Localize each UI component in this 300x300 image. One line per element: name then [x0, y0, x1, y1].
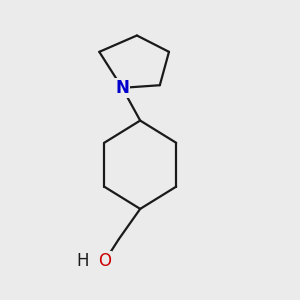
Text: H: H: [77, 252, 89, 270]
Text: O: O: [98, 252, 111, 270]
Text: N: N: [115, 79, 129, 97]
